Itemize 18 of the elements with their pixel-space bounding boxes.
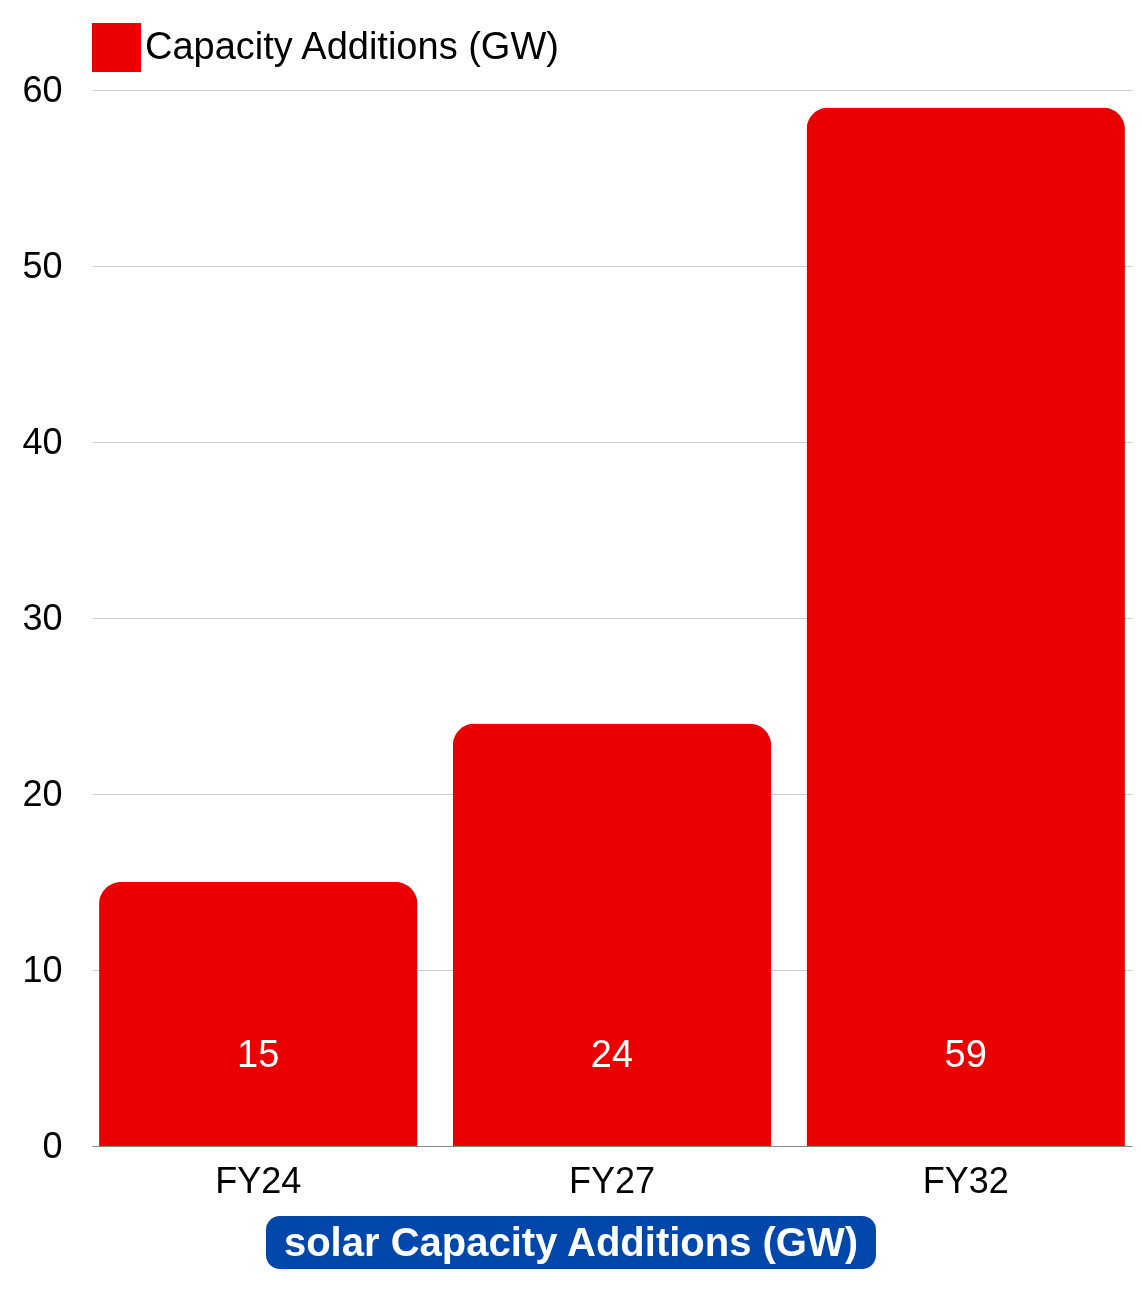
x-tick-label: FY32	[922, 1159, 1009, 1201]
data-label: 15	[237, 1033, 280, 1075]
y-tick-label: 0	[42, 1124, 63, 1166]
data-label: 24	[590, 1033, 634, 1075]
x-tick-label: FY27	[568, 1159, 656, 1201]
data-label: 59	[944, 1033, 987, 1075]
bar	[452, 723, 772, 1146]
bar	[99, 882, 418, 1146]
y-tick-label: 60	[22, 68, 63, 110]
x-axis-title: solar Capacity Additions (GW)	[265, 1216, 877, 1269]
y-tick-label: 10	[22, 948, 63, 990]
y-tick-label: 20	[22, 772, 63, 814]
y-tick-label: 40	[22, 420, 63, 462]
y-tick-label: 30	[22, 596, 63, 638]
y-tick-label: 50	[22, 244, 63, 286]
x-tick-label: FY24	[215, 1159, 302, 1201]
bar	[806, 107, 1125, 1146]
legend-label: Capacity Additions (GW)	[145, 24, 559, 67]
